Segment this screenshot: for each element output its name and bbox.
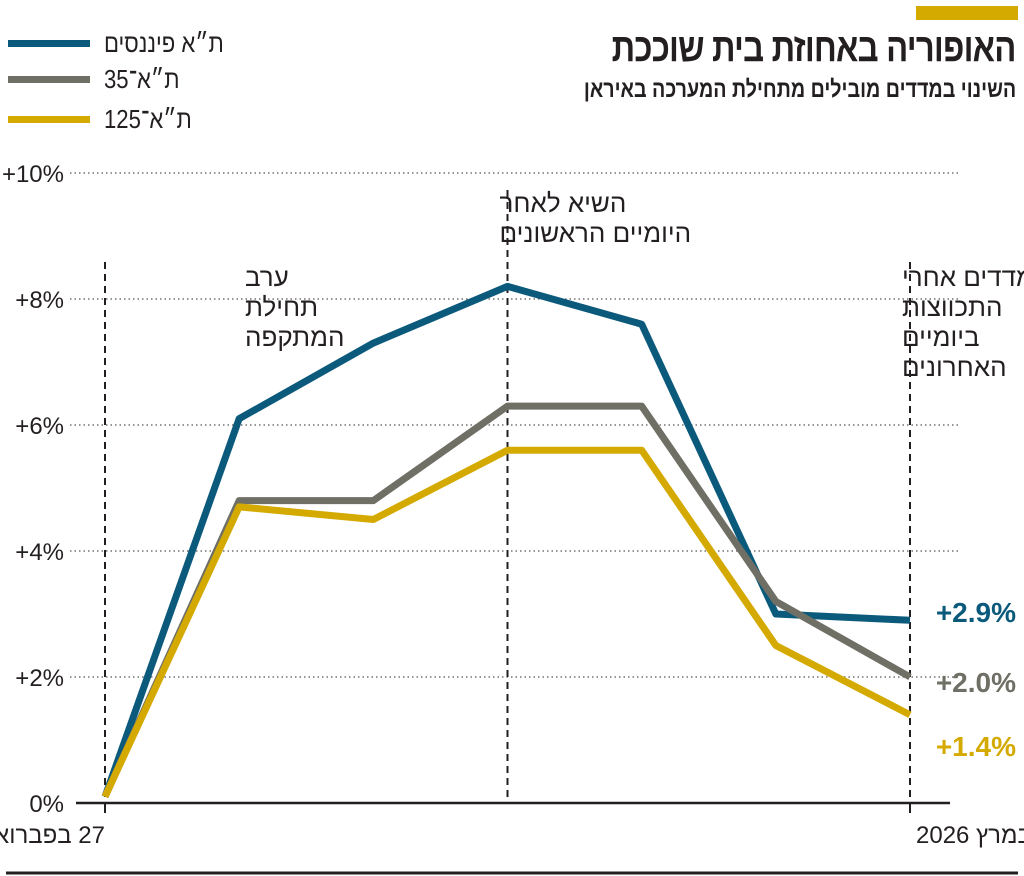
y-tick-label: +8% bbox=[15, 287, 64, 314]
chart-title: האופוריה באחוזת בית שוככת bbox=[612, 26, 1017, 70]
annotation-text: האחרונים bbox=[902, 352, 1007, 382]
y-tick-label: +4% bbox=[15, 539, 64, 566]
legend-label: ת״א־125 bbox=[104, 104, 192, 134]
legend-swatch bbox=[8, 40, 90, 47]
legend-label: ת״א־35 bbox=[104, 64, 180, 94]
y-tick-label: +10% bbox=[2, 161, 64, 188]
x-tick-label: 27 בפברואר 2026 bbox=[0, 822, 105, 849]
y-tick-label: +2% bbox=[15, 665, 64, 692]
annotation-text: התכווצות bbox=[902, 292, 1002, 322]
annotation-text: השיא לאחר bbox=[500, 188, 627, 218]
legend-swatch bbox=[8, 76, 90, 83]
y-tick-label: +6% bbox=[15, 413, 64, 440]
x-tick-label: 10 במרץ 2026 bbox=[916, 822, 1024, 849]
annotation-text: המדדים אחרי bbox=[902, 262, 1024, 292]
annotation-text: ביומיים bbox=[902, 322, 980, 352]
accent-bar bbox=[916, 6, 1018, 20]
annotation-text: המתקפה bbox=[245, 322, 344, 352]
end-value-label: +2.9% bbox=[936, 597, 1016, 628]
chart-subtitle: השינוי במדדים מובילים מתחילת המערכה באיר… bbox=[583, 76, 1016, 103]
legend-item-ta-finance: ת״א פיננסים bbox=[8, 28, 245, 59]
end-value-label: +1.4% bbox=[936, 731, 1016, 762]
legend-label: ת״א פיננסים bbox=[104, 28, 224, 58]
legend-item-ta-125: ת״א־125 bbox=[8, 104, 207, 135]
legend-swatch bbox=[8, 116, 90, 123]
annotation-text: תחילת bbox=[245, 292, 318, 322]
annotation-text: היומיים הראשונים bbox=[500, 218, 692, 248]
legend-item-ta-35: ת״א־35 bbox=[8, 64, 193, 95]
end-value-label: +2.0% bbox=[936, 667, 1016, 698]
annotation-text: ערב bbox=[245, 262, 289, 292]
y-tick-label: 0% bbox=[29, 791, 64, 818]
